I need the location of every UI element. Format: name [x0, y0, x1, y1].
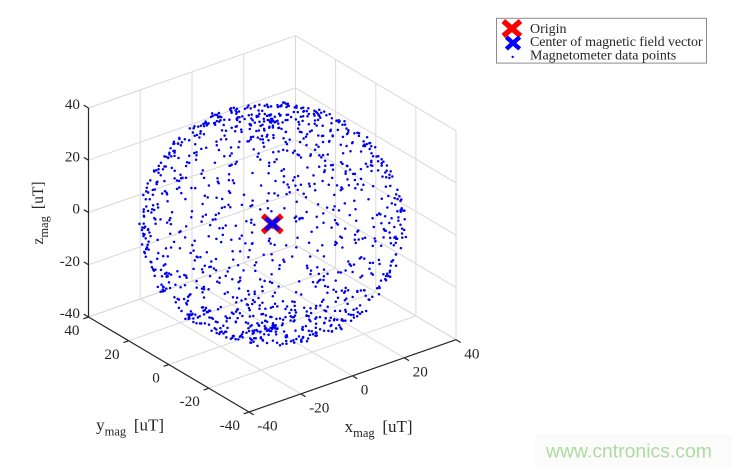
svg-text:-20: -20	[309, 400, 330, 417]
svg-text:20: 20	[413, 364, 429, 381]
svg-text:0: 0	[361, 382, 369, 399]
svg-text:Origin: Origin	[530, 22, 567, 37]
svg-text:-20: -20	[60, 253, 81, 270]
svg-text:0: 0	[152, 370, 160, 387]
svg-text:Center of magnetic field vecto: Center of magnetic field vector	[530, 35, 703, 50]
svg-text:40: 40	[65, 96, 81, 113]
svg-text:-20: -20	[180, 393, 201, 410]
svg-text:20: 20	[104, 346, 120, 363]
svg-text:20: 20	[65, 148, 81, 165]
svg-text:-40: -40	[257, 418, 278, 435]
svg-text:Magnetometer data points: Magnetometer data points	[530, 49, 676, 64]
svg-text:www.cntronics.com: www.cntronics.com	[545, 441, 712, 463]
svg-text:40: 40	[464, 345, 480, 362]
svg-text:-40: -40	[220, 417, 241, 434]
svg-text:0: 0	[72, 201, 80, 218]
svg-text:40: 40	[64, 322, 80, 339]
svg-text:-40: -40	[60, 305, 81, 322]
